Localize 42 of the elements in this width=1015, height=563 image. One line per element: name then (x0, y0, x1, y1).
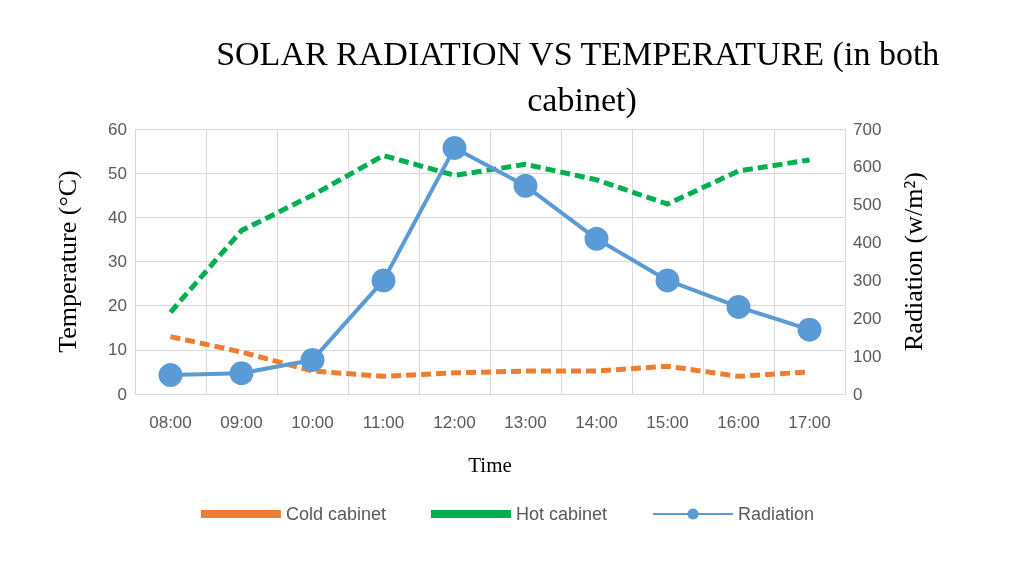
y-tick-label: 50 (108, 163, 127, 183)
x-tick-label: 16:00 (717, 413, 760, 432)
y-tick-label: 30 (108, 252, 127, 271)
y2-tick-label: 700 (853, 119, 882, 139)
x-tick-label: 14:00 (575, 413, 618, 432)
point (229, 361, 254, 386)
x-tick-label: 13:00 (504, 413, 547, 432)
y-tick-label: 60 (108, 119, 127, 139)
y2-tick-label: 300 (853, 270, 882, 290)
legend-label: Radiation (738, 504, 815, 524)
x-tick-label: 17:00 (788, 413, 831, 432)
point (300, 347, 325, 372)
x-tick-label: 11:00 (362, 413, 405, 432)
y2-tick-label: 100 (853, 346, 882, 366)
y-axis-title: Temperature (°C) (52, 170, 82, 353)
y2-tick-label: 500 (853, 195, 882, 215)
chart-title: SOLAR RADIATION VS TEMPERATURE (in both cabinet) (216, 34, 948, 119)
point (584, 226, 609, 251)
point (513, 173, 538, 198)
y-tick-label: 0 (117, 384, 127, 404)
point (797, 317, 822, 342)
point (442, 135, 467, 160)
y2-tick-label: 0 (853, 384, 863, 404)
x-tick-label: 15:00 (646, 413, 689, 432)
x-axis-title: Time (468, 452, 512, 477)
point (726, 294, 751, 319)
y2-tick-label: 400 (853, 233, 882, 253)
y-tick-label: 40 (108, 207, 127, 227)
y-tick-label: 10 (108, 340, 127, 360)
point (371, 268, 396, 293)
legend-label: Cold cabinet (285, 504, 386, 524)
legend-label: Hot cabinet (515, 504, 608, 524)
y2-axis-title: Radiation (w/m²) (898, 172, 928, 351)
x-tick-label: 12:00 (433, 413, 476, 432)
x-tick-label: 10:00 (291, 413, 334, 432)
x-tick-label: 08:00 (149, 413, 192, 432)
point (158, 363, 183, 388)
y-tick-label: 20 (108, 296, 127, 316)
point (655, 268, 680, 293)
x-tick-label: 09:00 (220, 413, 263, 432)
y2-tick-label: 200 (853, 308, 882, 328)
y2-tick-label: 600 (853, 157, 882, 177)
